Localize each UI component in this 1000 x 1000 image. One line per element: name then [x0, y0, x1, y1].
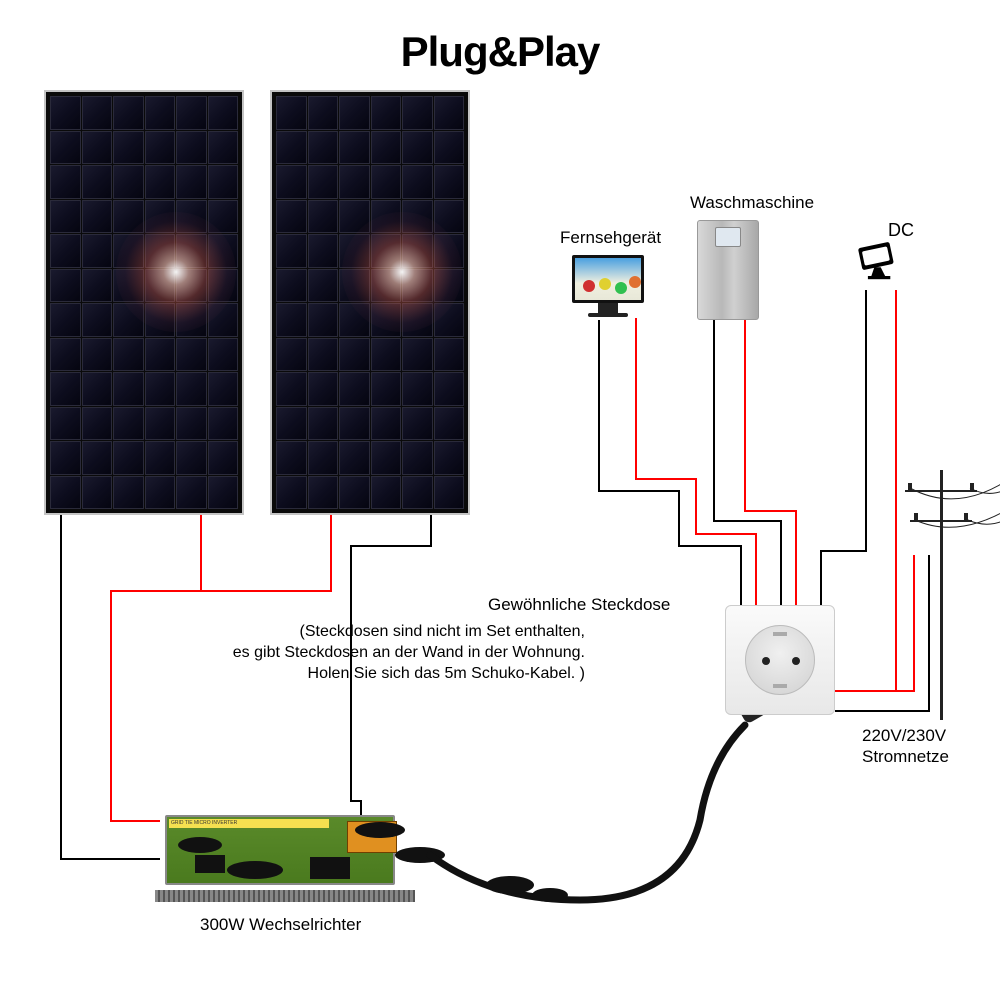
- wire-red: [200, 515, 202, 590]
- washer-label: Waschmaschine: [690, 193, 814, 213]
- wire-red: [635, 318, 637, 478]
- wire-black: [60, 858, 160, 860]
- wire-black: [740, 545, 742, 605]
- wire-red: [835, 690, 915, 692]
- wire-red: [330, 515, 332, 590]
- wire-black: [713, 520, 780, 522]
- socket-ground: [773, 632, 787, 636]
- solar-cell-grid: [276, 96, 464, 509]
- socket-note-line: es gibt Steckdosen an der Wand in der Wo…: [205, 643, 585, 664]
- wire-black: [430, 515, 432, 545]
- wire-black: [350, 800, 360, 802]
- tv-stand: [598, 303, 618, 313]
- page-title: Plug&Play: [0, 28, 1000, 76]
- wire-black: [713, 320, 715, 520]
- socket-title-label: Gewöhnliche Steckdose: [488, 595, 670, 615]
- wire-black: [598, 320, 600, 490]
- grid-label-line: 220V/230V: [862, 725, 949, 746]
- wire-red: [695, 533, 755, 535]
- wire-red: [695, 478, 697, 533]
- tv-label: Fernsehgerät: [560, 228, 661, 248]
- wall-socket: [725, 605, 835, 715]
- tv-icon: [572, 255, 644, 315]
- wire-red: [110, 820, 160, 822]
- washer-icon: [697, 220, 759, 320]
- solar-panel-2: [270, 90, 470, 515]
- plug-cable: [400, 700, 820, 920]
- inverter-label: 300W Wechselrichter: [200, 915, 361, 935]
- solar-panel-1: [44, 90, 244, 515]
- socket-note-line: (Steckdosen sind nicht im Set enthalten,: [205, 622, 585, 643]
- socket-inner: [745, 625, 815, 695]
- wire-red: [755, 533, 757, 605]
- socket-note-line: Holen Sie sich das 5m Schuko-Kabel. ): [205, 664, 585, 685]
- wire-red: [110, 590, 332, 592]
- tv-base: [588, 313, 628, 317]
- socket-hole: [762, 657, 770, 665]
- wire-black: [928, 555, 930, 710]
- wire-red: [635, 478, 695, 480]
- wire-red: [913, 555, 915, 690]
- grid-label-line: Stromnetze: [862, 746, 949, 767]
- wire-black: [60, 515, 62, 860]
- wire-red: [744, 320, 746, 510]
- washer-panel: [715, 227, 741, 247]
- power-lines: [820, 480, 1000, 560]
- inverter-connectors: [155, 805, 435, 915]
- solar-cell-grid: [50, 96, 238, 509]
- socket-hole: [792, 657, 800, 665]
- dc-label: DC: [888, 220, 914, 241]
- spotlight-icon: [850, 240, 905, 280]
- wire-black: [598, 490, 678, 492]
- socket-ground: [773, 684, 787, 688]
- wire-red: [110, 590, 112, 820]
- socket-note: (Steckdosen sind nicht im Set enthalten,…: [205, 622, 585, 684]
- wire-black: [678, 545, 740, 547]
- wire-black: [678, 490, 680, 545]
- wire-red: [795, 510, 797, 605]
- tv-screen: [572, 255, 644, 303]
- wire-black: [350, 545, 432, 547]
- wire-black: [835, 710, 930, 712]
- wire-black: [780, 520, 782, 605]
- grid-label: 220V/230V Stromnetze: [862, 725, 949, 768]
- wire-red: [744, 510, 795, 512]
